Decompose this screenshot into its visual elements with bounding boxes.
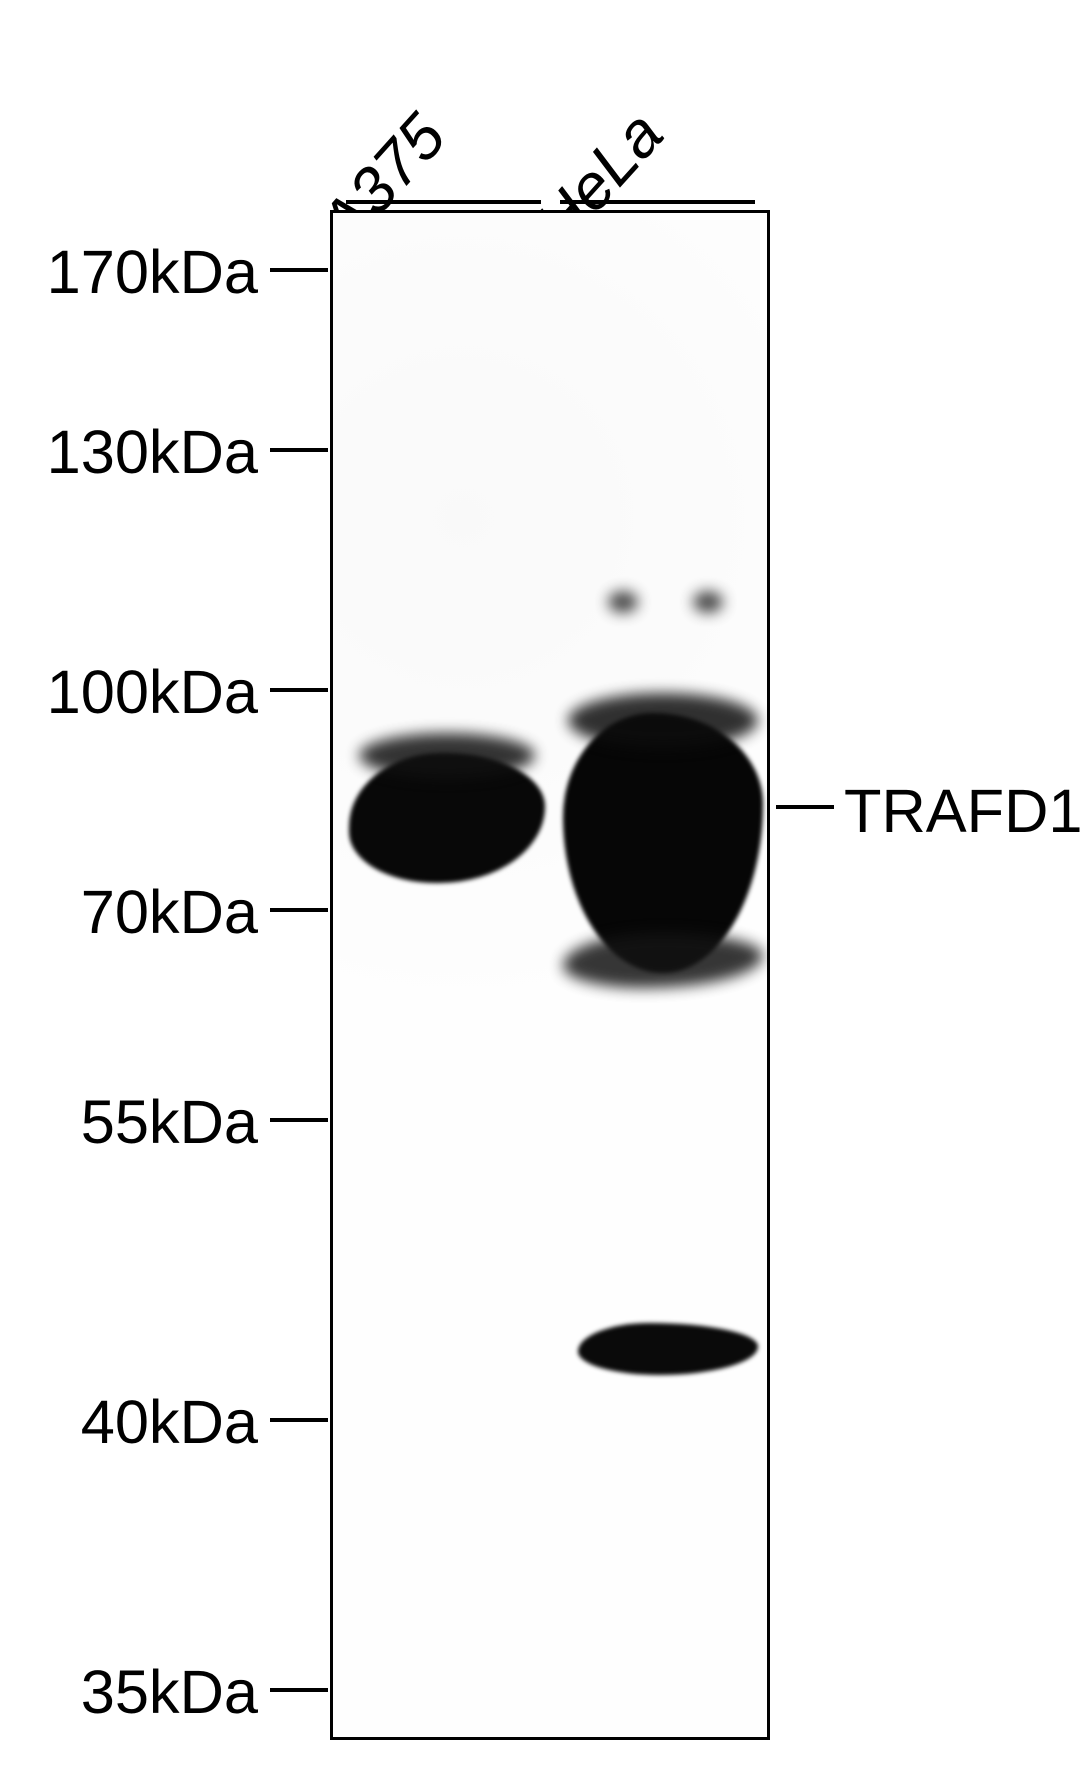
marker-label: 35kDa bbox=[81, 1656, 258, 1727]
marker-label: 40kDa bbox=[81, 1386, 258, 1457]
marker-label: 100kDa bbox=[47, 656, 258, 727]
bands-layer bbox=[333, 213, 767, 1737]
blot-band bbox=[578, 1323, 758, 1375]
blot-membrane-box bbox=[330, 210, 770, 1740]
western-blot-figure: A375 HeLa 170kDa130kDa100kDa70kDa55kDa40… bbox=[0, 0, 1080, 1776]
lane-underline-a375 bbox=[346, 200, 541, 204]
blot-band bbox=[608, 591, 638, 613]
blot-band bbox=[693, 591, 723, 613]
blot-band bbox=[563, 933, 763, 988]
blot-band bbox=[359, 733, 535, 778]
blot-band bbox=[568, 693, 758, 748]
marker-label: 130kDa bbox=[47, 416, 258, 487]
marker-tick bbox=[270, 268, 328, 272]
protein-label-tick bbox=[776, 805, 834, 809]
marker-tick bbox=[270, 1418, 328, 1422]
marker-label: 55kDa bbox=[81, 1086, 258, 1157]
marker-label: 70kDa bbox=[81, 876, 258, 947]
marker-tick bbox=[270, 448, 328, 452]
marker-label: 170kDa bbox=[47, 236, 258, 307]
marker-tick bbox=[270, 908, 328, 912]
protein-label: TRAFD1 bbox=[844, 775, 1080, 846]
marker-tick bbox=[270, 1688, 328, 1692]
marker-tick bbox=[270, 688, 328, 692]
lane-underline-hela bbox=[560, 200, 755, 204]
marker-tick bbox=[270, 1118, 328, 1122]
